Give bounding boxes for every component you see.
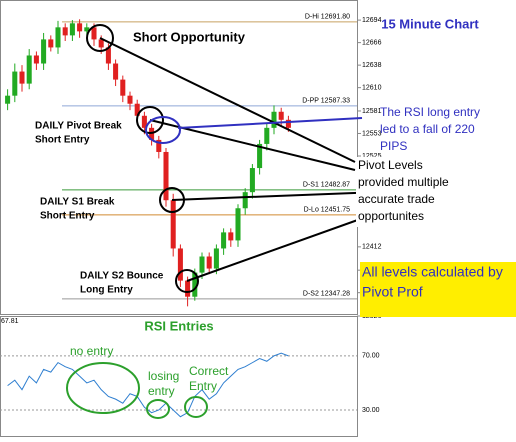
annotation-shape bbox=[171, 191, 381, 201]
annotation: provided multiple bbox=[358, 175, 449, 189]
rsi-tick-label: 70.00 bbox=[362, 353, 380, 360]
candle-body bbox=[177, 248, 183, 281]
rsi-title: RSI Entries bbox=[144, 318, 213, 333]
candle-body bbox=[62, 27, 68, 36]
rsi-header: 67.81 bbox=[1, 318, 19, 325]
candle-body bbox=[69, 23, 75, 36]
candle-body bbox=[91, 27, 97, 40]
candle-body bbox=[221, 232, 227, 249]
candle-body bbox=[127, 95, 133, 104]
annotation-shape bbox=[184, 396, 208, 418]
annotation-shape bbox=[175, 269, 199, 293]
annotation-shape bbox=[66, 362, 140, 414]
rsi-annotation: losing bbox=[148, 369, 179, 383]
annotation: The RSI long entry bbox=[380, 105, 480, 119]
pivot-level-label: D-Hi 12691.80 bbox=[305, 14, 350, 21]
annotation-shape bbox=[146, 399, 170, 419]
annotation-shape bbox=[159, 187, 185, 213]
candle-body bbox=[19, 71, 25, 84]
candle-body bbox=[257, 143, 263, 169]
annotation: Short Opportunity bbox=[133, 29, 246, 44]
candle-body bbox=[249, 168, 255, 193]
rsi-annotation: Entry bbox=[189, 379, 217, 393]
candle-body bbox=[5, 95, 11, 104]
annotation-shape bbox=[136, 106, 164, 134]
candle-body bbox=[264, 127, 270, 144]
y-tick-label: 12610 bbox=[362, 84, 382, 91]
candle-body bbox=[113, 63, 119, 80]
y-tick-label: 12694 bbox=[362, 17, 382, 24]
candle-body bbox=[213, 248, 219, 269]
annotation: opportunites bbox=[358, 209, 424, 223]
y-tick-label: 12638 bbox=[362, 62, 382, 69]
y-tick-label: 12581 bbox=[362, 108, 382, 115]
pivot-level-label: D-S2 12347.28 bbox=[303, 291, 350, 298]
candle-body bbox=[192, 272, 198, 297]
candle-body bbox=[26, 55, 32, 84]
annotation: DAILY S1 Break bbox=[40, 197, 115, 208]
annotation-shape bbox=[145, 116, 181, 144]
annotation: PIPS bbox=[380, 139, 407, 153]
pivot-level-label: D-Lo 12451.75 bbox=[304, 207, 350, 214]
chart-title: 15 Minute Chart bbox=[381, 16, 479, 31]
rsi-tick-label: 30.00 bbox=[362, 407, 380, 414]
annotation: Pivot Levels bbox=[358, 158, 423, 172]
pivot-level-label: D-PP 12587.33 bbox=[302, 98, 350, 105]
annotation: Long Entry bbox=[80, 285, 133, 296]
y-tick-label: 12666 bbox=[362, 39, 382, 46]
annotation: All levels calculated by bbox=[362, 264, 503, 280]
candle-body bbox=[271, 111, 277, 128]
annotation: DAILY S2 Bounce bbox=[80, 271, 164, 282]
annotation: led to a fall of 220 bbox=[380, 122, 475, 136]
annotation: Pivot Prof bbox=[362, 284, 423, 300]
annotation-shape bbox=[99, 37, 356, 163]
rsi-annotation: Correct bbox=[189, 364, 229, 378]
annotation-shape bbox=[186, 211, 381, 282]
y-tick-label: 12553 bbox=[362, 130, 382, 137]
candle-body bbox=[120, 79, 126, 96]
annotation-shape bbox=[86, 24, 114, 52]
pivot-level-label: D-S1 12482.87 bbox=[303, 182, 350, 189]
candle-body bbox=[170, 200, 176, 249]
candle-body bbox=[199, 256, 205, 273]
candle-body bbox=[206, 256, 212, 269]
annotation: Short Entry bbox=[40, 211, 95, 222]
candle-body bbox=[156, 139, 162, 152]
y-tick-label: 12412 bbox=[362, 244, 382, 251]
annotation-bg bbox=[356, 157, 474, 227]
candle-body bbox=[185, 280, 191, 297]
candle-body bbox=[41, 39, 47, 64]
candle-body bbox=[235, 208, 241, 241]
candle-body bbox=[278, 111, 284, 120]
y-tick-label: 12525 bbox=[362, 153, 382, 160]
annotation: Short Entry bbox=[35, 135, 90, 146]
rsi-annotation: entry bbox=[148, 384, 175, 398]
candle-body bbox=[242, 192, 248, 209]
candle-body bbox=[33, 55, 39, 64]
candle-body bbox=[228, 232, 234, 241]
candle-body bbox=[55, 27, 61, 48]
annotation-shape bbox=[177, 117, 363, 129]
candle-body bbox=[105, 47, 111, 64]
candle-body bbox=[285, 119, 291, 128]
note-box bbox=[360, 262, 516, 317]
candle-body bbox=[141, 115, 147, 128]
candle-body bbox=[134, 103, 140, 116]
candle-body bbox=[98, 39, 104, 48]
candle-body bbox=[84, 27, 90, 32]
rsi-annotation: no entry bbox=[70, 344, 113, 358]
annotation: DAILY Pivot Break bbox=[35, 121, 122, 132]
candle-body bbox=[77, 23, 83, 32]
annotation: accurate trade bbox=[358, 192, 435, 206]
candle-body bbox=[163, 151, 169, 201]
candle-body bbox=[12, 71, 18, 96]
candle-body bbox=[48, 39, 54, 48]
